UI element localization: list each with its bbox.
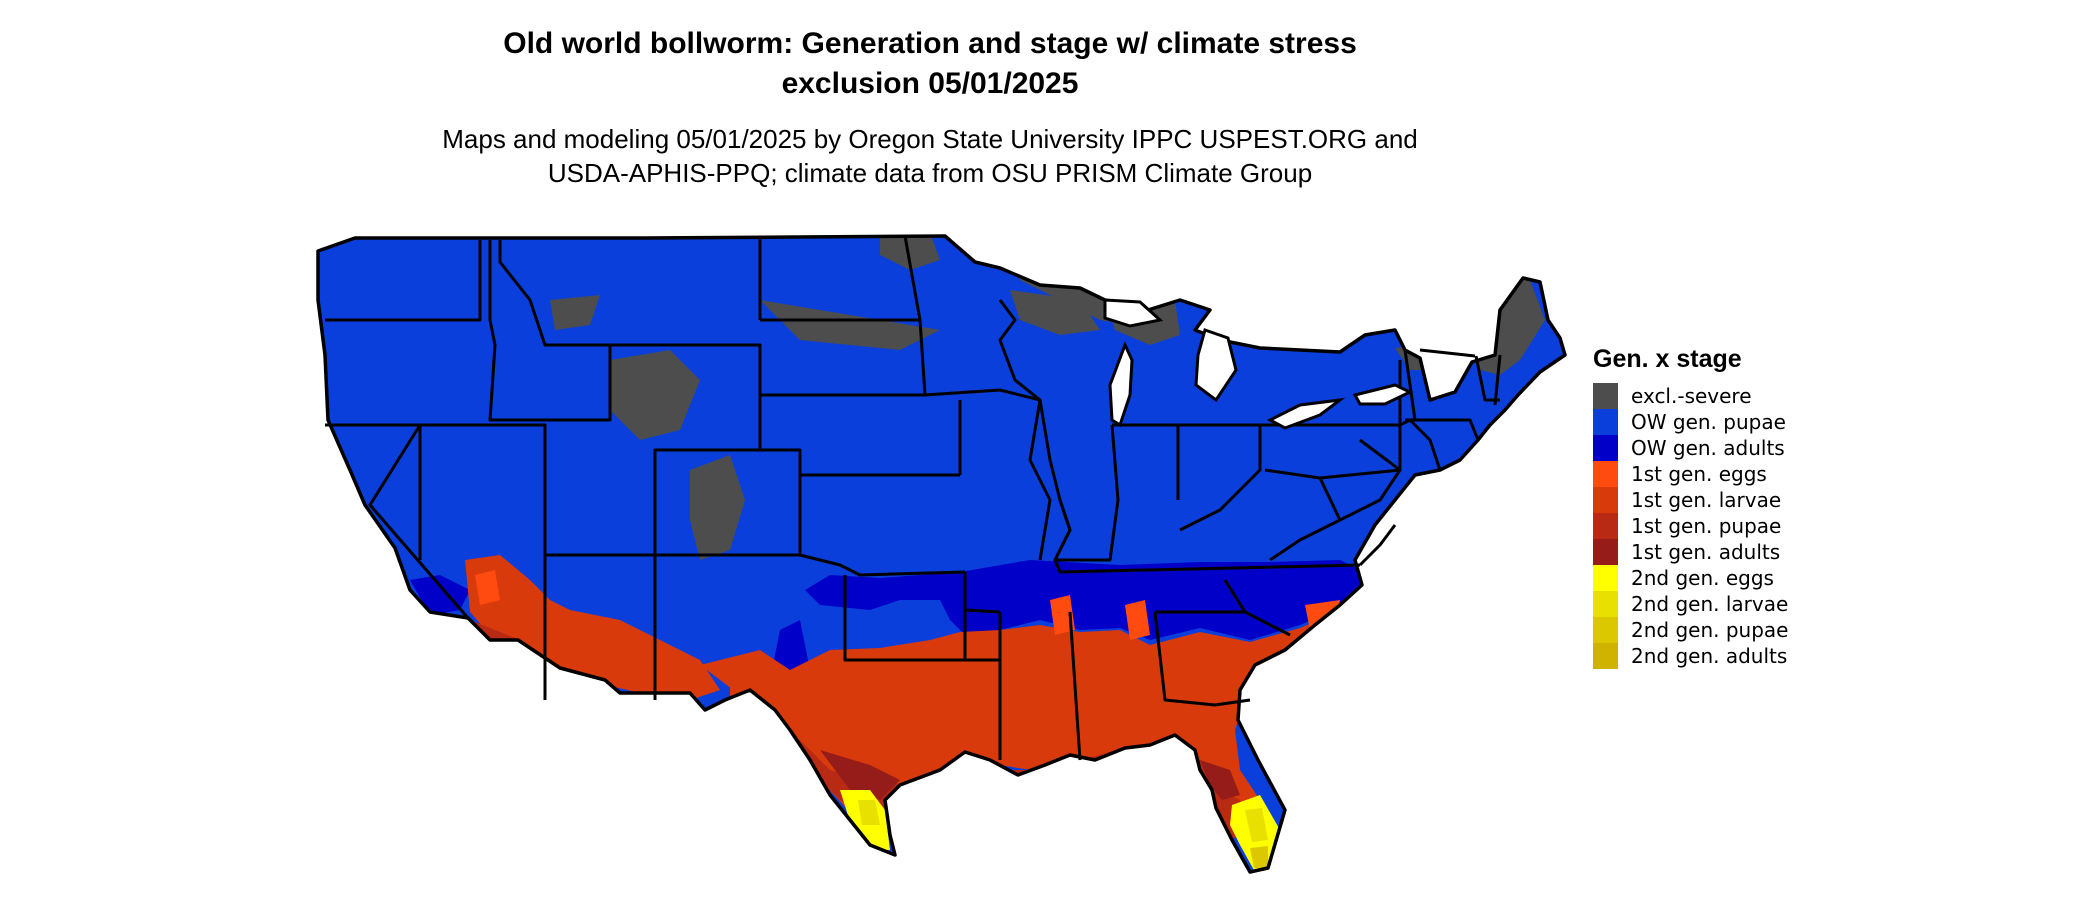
- map-title-line-1: Old world bollworm: Generation and stage…: [503, 27, 1357, 60]
- stage-zones: [318, 236, 1565, 872]
- legend-label: 2nd gen. eggs: [1631, 566, 1774, 590]
- legend-title: Gen. x stage: [1593, 345, 1742, 373]
- map-subtitle-line-2: USDA-APHIS-PPQ; climate data from OSU PR…: [547, 158, 1313, 188]
- legend-label: excl.-severe: [1631, 384, 1752, 408]
- legend-label: 2nd gen. pupae: [1631, 618, 1789, 642]
- legend-swatch: [1593, 565, 1618, 591]
- legend-swatch: [1593, 461, 1618, 487]
- legend-swatch: [1593, 513, 1618, 539]
- legend-swatch: [1593, 617, 1618, 643]
- great-lakes: [1103, 298, 1414, 430]
- us-stage-map: [316, 234, 1567, 874]
- legend-swatch: [1593, 383, 1618, 409]
- map-subtitle-line-1: Maps and modeling 05/01/2025 by Oregon S…: [442, 124, 1418, 154]
- state-borders: [325, 235, 1502, 761]
- legend-swatch: [1593, 643, 1618, 669]
- legend-swatch: [1593, 409, 1618, 435]
- legend-swatch: [1593, 435, 1618, 461]
- us-outline: [316, 234, 1567, 874]
- legend-label: 1st gen. adults: [1631, 540, 1781, 564]
- legend-label: 1st gen. larvae: [1631, 488, 1782, 512]
- legend-swatch: [1593, 487, 1618, 513]
- legend-label: 2nd gen. larvae: [1631, 592, 1789, 616]
- legend-label: 2nd gen. adults: [1631, 644, 1788, 668]
- map-title-line-2: exclusion 05/01/2025: [781, 67, 1079, 100]
- legend-swatch: [1593, 539, 1618, 565]
- legend-label: OW gen. adults: [1631, 436, 1785, 460]
- legend-swatch: [1593, 591, 1618, 617]
- legend-label: 1st gen. eggs: [1631, 462, 1767, 486]
- legend-label: 1st gen. pupae: [1631, 514, 1782, 538]
- legend-label: OW gen. pupae: [1631, 410, 1786, 434]
